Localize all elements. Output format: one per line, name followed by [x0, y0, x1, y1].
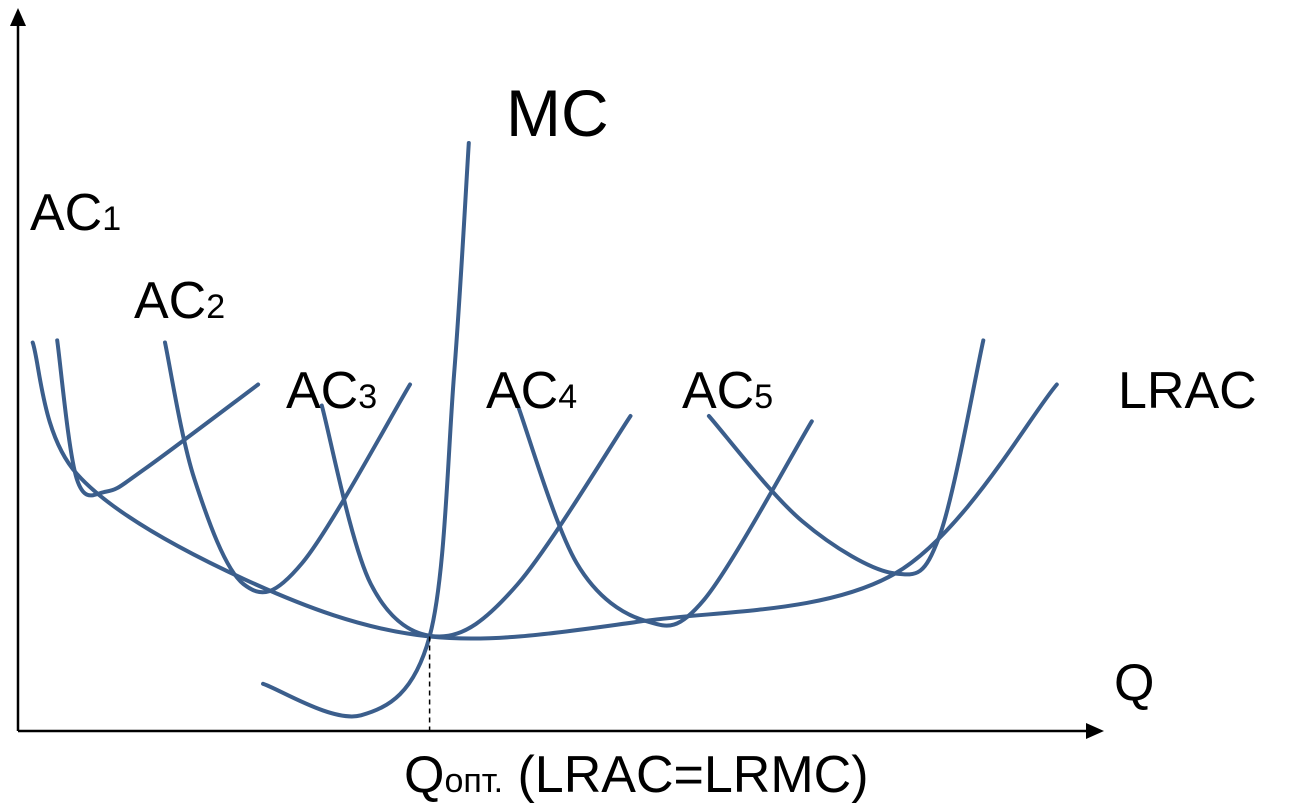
label-ac3: AC3 [286, 362, 377, 420]
x-axis-arrow [1086, 723, 1104, 739]
label-ac4: AC4 [486, 362, 577, 420]
curve-lrac [30, 340, 1059, 641]
y-axis-arrow [10, 8, 26, 26]
curve-ac1 [55, 338, 261, 498]
axes [10, 8, 1104, 739]
label-ac2: AC2 [134, 272, 225, 330]
label-mc: MC [506, 76, 609, 150]
curves [30, 141, 1059, 719]
curve-ac4 [515, 403, 814, 628]
optimal-quantity-marker: Qопт. (LRAC=LRMC) [404, 636, 869, 803]
curve-mc [261, 141, 471, 719]
label-ac1: AC1 [30, 184, 121, 242]
optimal-quantity-label: Qопт. (LRAC=LRMC) [404, 746, 869, 803]
x-axis-label: Q [1114, 654, 1154, 712]
curve-ac2 [163, 340, 412, 595]
label-ac5: AC5 [682, 362, 773, 420]
label-lrac: LRAC [1118, 362, 1257, 420]
curve-ac3 [319, 403, 633, 639]
